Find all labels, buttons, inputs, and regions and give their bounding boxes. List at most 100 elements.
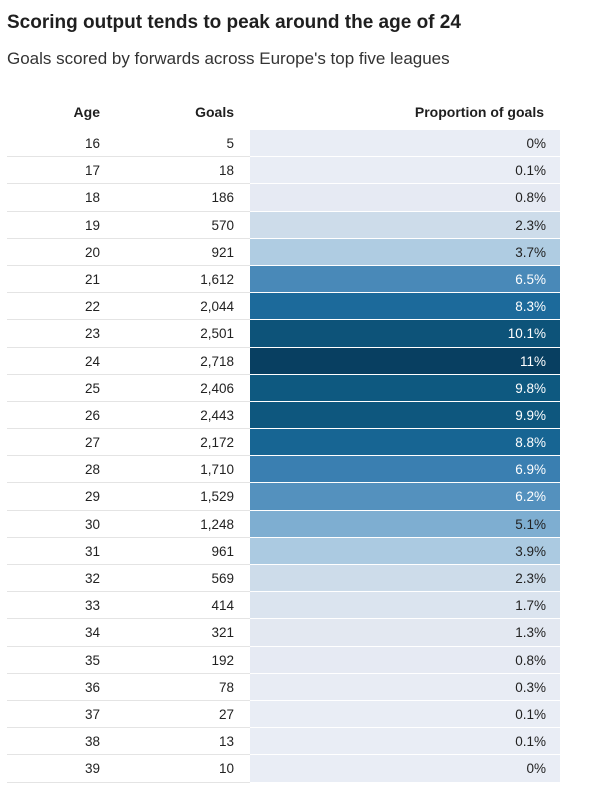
table-row: 25 2,406 9.8%	[7, 374, 560, 402]
goals-cell: 192	[211, 652, 234, 668]
age-cell: 39	[84, 761, 100, 777]
age-cell: 30	[84, 516, 100, 532]
age-cell: 24	[84, 353, 100, 369]
table-row: 34 321 1.3%	[7, 619, 560, 647]
row-divider	[7, 645, 250, 647]
proportion-cell: 3.9%	[250, 537, 560, 565]
age-cell: 17	[84, 163, 100, 179]
goals-cell: 414	[211, 598, 234, 614]
row-divider	[7, 727, 250, 729]
proportion-cell: 9.9%	[250, 401, 560, 430]
goals-cell: 1,248	[200, 516, 234, 532]
proportion-cell: 10.1%	[250, 320, 560, 348]
age-cell: 22	[84, 299, 100, 315]
table-row: 19 570 2.3%	[7, 211, 560, 239]
goals-cell: 1,612	[200, 271, 234, 287]
row-divider	[7, 210, 250, 212]
goals-cell: 570	[211, 217, 234, 233]
proportion-cell: 0.8%	[250, 646, 560, 674]
column-header-goals: Goals	[195, 104, 234, 120]
table-row: 17 18 0.1%	[7, 157, 560, 185]
table-row: 18 186 0.8%	[7, 184, 560, 212]
table-row: 31 961 3.9%	[7, 537, 560, 565]
age-cell: 29	[84, 489, 100, 505]
row-divider	[7, 509, 250, 511]
row-divider	[7, 237, 250, 239]
age-cell: 21	[84, 271, 100, 287]
row-divider	[7, 346, 250, 348]
table-row: 35 192 0.8%	[7, 646, 560, 674]
proportion-cell: 0.3%	[250, 673, 560, 701]
table-row: 29 1,529 6.2%	[7, 483, 560, 511]
row-divider	[7, 536, 250, 538]
row-divider	[7, 754, 250, 756]
row-divider	[7, 455, 250, 457]
goals-cell: 18	[218, 163, 234, 179]
age-cell: 26	[84, 407, 100, 423]
goals-cell: 921	[211, 244, 234, 260]
age-cell: 34	[84, 625, 100, 641]
proportion-cell: 0.1%	[250, 700, 560, 729]
proportion-cell: 6.2%	[250, 483, 560, 511]
goals-cell: 1,710	[200, 462, 234, 478]
table-body: 16 5 0% 17 18 0.1% 18 186 0.8% 19 570 2.3% 20 921 3.7%…	[7, 130, 560, 783]
row-divider	[7, 400, 250, 402]
goals-cell: 569	[211, 571, 234, 586]
proportion-cell: 8.8%	[250, 429, 560, 457]
row-divider	[7, 591, 250, 593]
table-row: 24 2,718 11%	[7, 347, 560, 375]
age-cell: 20	[84, 244, 100, 260]
table-row: 32 569 2.3%	[7, 565, 560, 593]
age-cell: 19	[84, 217, 100, 233]
goals-cell: 2,501	[200, 326, 234, 342]
table-row: 21 1,612 6.5%	[7, 265, 560, 294]
table-row: 36 78 0.3%	[7, 673, 560, 701]
age-cell: 23	[84, 326, 100, 342]
table-row: 39 10 0%	[7, 755, 560, 783]
column-header-age: Age	[73, 104, 100, 120]
table-row: 22 2,044 8.3%	[7, 293, 560, 321]
goals-cell: 961	[211, 543, 234, 559]
proportion-cell: 6.9%	[250, 456, 560, 484]
age-cell: 32	[84, 571, 100, 586]
proportion-cell: 6.5%	[250, 265, 560, 294]
age-cell: 28	[84, 462, 100, 478]
row-divider	[7, 183, 250, 185]
table-row: 27 2,172 8.8%	[7, 429, 560, 457]
goals-cell: 1,529	[200, 489, 234, 505]
row-divider	[7, 482, 250, 484]
proportion-cell: 9.8%	[250, 374, 560, 402]
proportion-cell: 0%	[250, 130, 560, 158]
proportion-cell: 1.3%	[250, 619, 560, 647]
table-row: 30 1,248 5.1%	[7, 510, 560, 538]
goals-cell: 2,172	[200, 435, 234, 451]
table-header: Age Goals Proportion of goals	[7, 98, 560, 130]
chart-subtitle: Goals scored by forwards across Europe's…	[7, 49, 450, 68]
proportion-cell: 0.8%	[250, 184, 560, 212]
table-row: 26 2,443 9.9%	[7, 401, 560, 430]
row-divider	[7, 156, 250, 158]
row-divider	[7, 319, 250, 321]
goals-cell: 5	[226, 136, 234, 151]
table-row: 28 1,710 6.9%	[7, 456, 560, 484]
age-cell: 25	[84, 380, 100, 396]
age-cell: 27	[84, 435, 100, 451]
row-divider	[7, 428, 250, 430]
goals-cell: 321	[211, 625, 234, 641]
goals-cell: 2,443	[200, 407, 234, 423]
age-cell: 38	[84, 734, 100, 750]
row-divider	[7, 564, 250, 565]
proportion-cell: 0.1%	[250, 157, 560, 185]
proportion-cell: 5.1%	[250, 510, 560, 538]
table-row: 23 2,501 10.1%	[7, 320, 560, 348]
age-cell: 18	[84, 190, 100, 206]
goals-cell: 186	[211, 190, 234, 206]
table-row: 33 414 1.7%	[7, 592, 560, 620]
goals-cell: 10	[218, 761, 234, 777]
column-header-proportion: Proportion of goals	[414, 104, 544, 120]
goals-cell: 2,044	[200, 299, 234, 315]
goals-cell: 2,406	[200, 380, 234, 396]
proportion-cell: 2.3%	[250, 211, 560, 239]
row-divider	[7, 699, 250, 701]
table-row: 16 5 0%	[7, 130, 560, 158]
